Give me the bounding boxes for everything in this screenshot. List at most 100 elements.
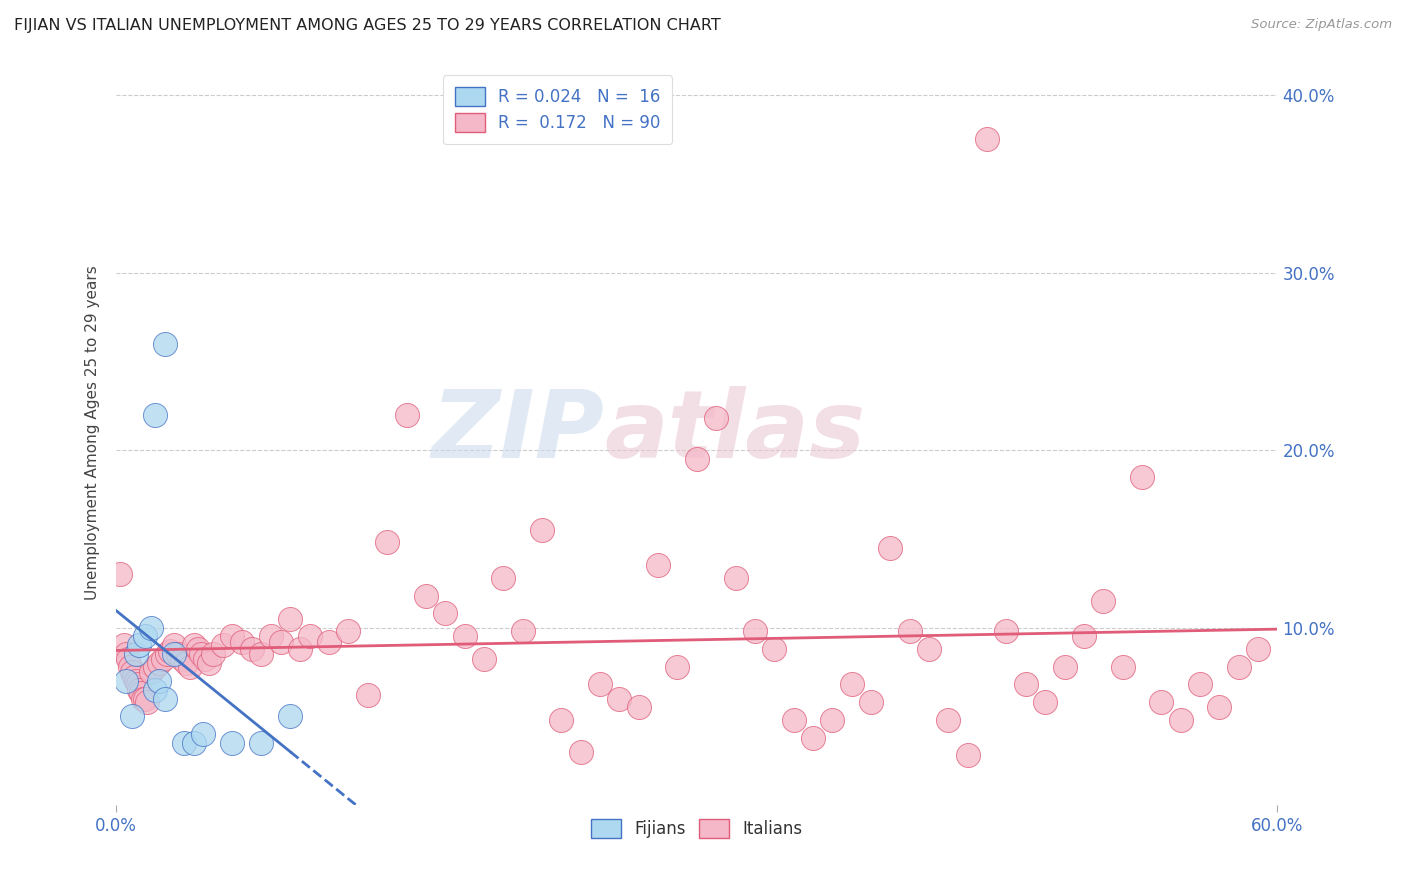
Point [128, 682, 150, 697]
Point [375, 535, 398, 549]
Point [190, 647, 212, 661]
Point [132, 691, 155, 706]
Point [821, 713, 844, 727]
Point [139, 621, 162, 635]
Point [434, 607, 457, 621]
Point [194, 652, 217, 666]
Point [143, 682, 166, 697]
Point [647, 558, 669, 573]
Point [666, 659, 689, 673]
Point [183, 638, 205, 652]
Point [202, 647, 225, 661]
Point [193, 727, 215, 741]
Y-axis label: Unemployment Among Ages 25 to 29 years: Unemployment Among Ages 25 to 29 years [86, 265, 100, 599]
Point [512, 624, 534, 638]
Point [250, 647, 273, 661]
Point [128, 638, 150, 652]
Point [337, 624, 360, 638]
Point [173, 736, 195, 750]
Point [956, 748, 979, 763]
Point [231, 634, 253, 648]
Point [898, 624, 921, 638]
Point [976, 132, 998, 146]
Point [1053, 659, 1076, 673]
Text: atlas: atlas [605, 386, 865, 478]
Point [1247, 641, 1270, 656]
Point [131, 686, 153, 700]
Point [298, 629, 321, 643]
Point [395, 408, 418, 422]
Point [1111, 659, 1133, 673]
Point [143, 659, 166, 673]
Point [280, 709, 302, 723]
Point [139, 665, 162, 679]
Point [492, 571, 515, 585]
Point [995, 624, 1018, 638]
Point [763, 641, 786, 656]
Point [550, 713, 572, 727]
Point [198, 656, 221, 670]
Point [1015, 677, 1038, 691]
Point [1227, 659, 1250, 673]
Point [134, 629, 156, 643]
Point [589, 677, 612, 691]
Point [221, 629, 243, 643]
Point [1073, 629, 1095, 643]
Point [288, 641, 311, 656]
Point [122, 670, 145, 684]
Text: Source: ZipAtlas.com: Source: ZipAtlas.com [1251, 18, 1392, 31]
Point [609, 691, 631, 706]
Point [155, 647, 177, 661]
Point [121, 709, 143, 723]
Point [472, 652, 495, 666]
Point [270, 634, 292, 648]
Point [318, 634, 340, 648]
Point [801, 731, 824, 745]
Point [724, 571, 747, 585]
Point [124, 673, 146, 688]
Point [136, 695, 159, 709]
Point [167, 647, 190, 661]
Point [187, 641, 209, 656]
Point [148, 673, 170, 688]
Point [134, 691, 156, 706]
Point [118, 659, 141, 673]
Point [163, 647, 186, 661]
Point [221, 736, 243, 750]
Point [531, 523, 554, 537]
Point [152, 652, 174, 666]
Point [121, 665, 143, 679]
Point [841, 677, 863, 691]
Point [704, 411, 727, 425]
Point [183, 736, 205, 750]
Point [938, 713, 960, 727]
Point [1130, 469, 1153, 483]
Point [148, 656, 170, 670]
Point [744, 624, 766, 638]
Point [1092, 594, 1115, 608]
Point [627, 700, 650, 714]
Point [143, 408, 166, 422]
Point [453, 629, 475, 643]
Point [1033, 695, 1056, 709]
Legend: Fijians, Italians: Fijians, Italians [585, 813, 810, 845]
Point [357, 688, 380, 702]
Point [153, 336, 176, 351]
Point [179, 659, 201, 673]
Point [686, 451, 709, 466]
Point [1170, 713, 1192, 727]
Point [127, 677, 149, 691]
Point [174, 656, 197, 670]
Point [569, 745, 592, 759]
Text: FIJIAN VS ITALIAN UNEMPLOYMENT AMONG AGES 25 TO 29 YEARS CORRELATION CHART: FIJIAN VS ITALIAN UNEMPLOYMENT AMONG AGE… [14, 18, 721, 33]
Point [918, 641, 941, 656]
Point [280, 612, 302, 626]
Point [1150, 695, 1173, 709]
Point [260, 629, 283, 643]
Point [159, 643, 181, 657]
Point [117, 652, 139, 666]
Text: ZIP: ZIP [432, 386, 605, 478]
Point [240, 641, 263, 656]
Point [124, 647, 146, 661]
Point [115, 673, 138, 688]
